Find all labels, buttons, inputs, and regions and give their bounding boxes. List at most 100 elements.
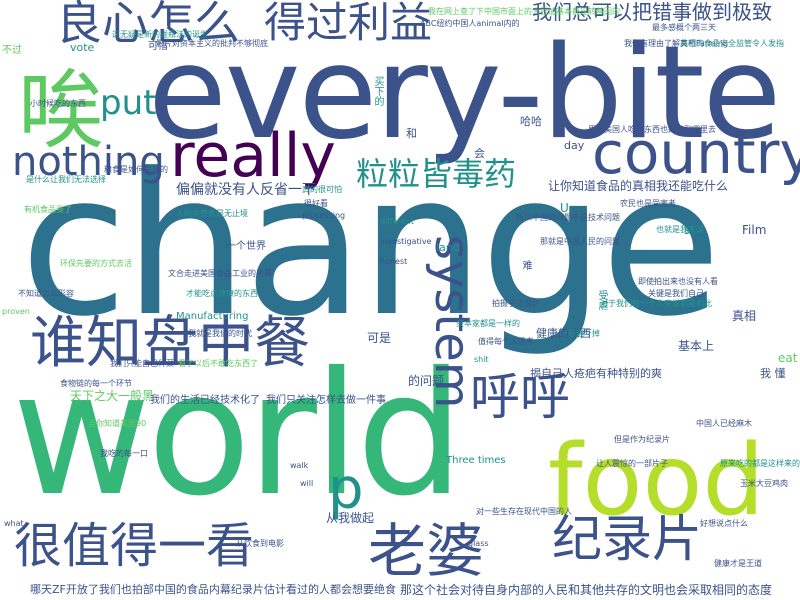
small-word: 原来吃的都是这样来的: [720, 459, 800, 468]
small-word: will: [300, 479, 314, 488]
word-guji: 估计看过的人都会想要绝食: [264, 583, 396, 596]
small-word: 文合走进美国食品工业的黑幕: [168, 269, 272, 278]
small-word: 值得每个人思考: [478, 337, 534, 346]
word-film: Film: [742, 223, 767, 237]
word-change: change: [20, 132, 721, 360]
word-shidai: 那这个社会对待自身内部的人民和其他共存的文明也会采取相同的态度: [400, 583, 773, 597]
word-women-guanzhu: 我们只关注怎样去做一件事: [266, 395, 386, 406]
small-word: 对一些生存在现代中国的人: [476, 507, 572, 516]
small-word: 食物链的每一个环节: [60, 379, 132, 388]
small-word: 让人震惊的一部片子: [596, 459, 668, 468]
small-word: 影片对资本主义的批判不够彻底: [156, 39, 268, 48]
small-word: 我就是我们的时代: [188, 329, 252, 338]
word-manufacturing: Manufacturing: [176, 311, 249, 322]
small-word: 从饮食到电影: [236, 539, 284, 548]
word-buguo: 不过: [2, 45, 22, 56]
word-rangni: 让你知道食品的真相我还能吃什么: [548, 179, 729, 193]
small-word: different: [380, 217, 414, 226]
small-word: 环保先要的方式去活: [60, 259, 132, 268]
word-maixia: 买下的: [372, 76, 383, 106]
word-keshi: 可是: [367, 331, 392, 345]
word-jiankang: 健康的东西: [536, 327, 591, 340]
word-day: day: [564, 139, 585, 152]
small-word: 健康才是王道: [714, 559, 762, 568]
word-fandui: 偏偏就没有人反省一下: [176, 182, 316, 198]
small-word: 真的很可怕: [302, 185, 342, 194]
word-zhenxiang: 真相: [732, 309, 757, 323]
small-word: honest: [380, 257, 408, 266]
word-wo-dong: 我 懂: [760, 367, 786, 380]
small-word: 对于我们每一个人来说都是如此: [600, 299, 712, 308]
word-shuizhi: 谁知盘中餐: [30, 311, 310, 376]
word-ai: 唉: [18, 61, 104, 161]
small-word: 美帝的食品安全监管令人发指: [680, 39, 784, 48]
small-word: 很好看: [304, 199, 328, 208]
small-word: 玉米大豆鸡肉: [740, 479, 788, 488]
small-word: walk: [290, 461, 309, 470]
word-land: land: [436, 241, 460, 254]
word-three-times: Three times: [446, 455, 506, 466]
word-jiudao: 揭自己人疮疤有种特别的爽: [530, 367, 662, 380]
word-jiben: 基本上: [678, 339, 715, 353]
word-vote: vote: [70, 41, 95, 54]
small-word: 中国人已经麻木: [696, 419, 752, 428]
small-word: 我在网上查了下中国市面上的大豆油基本都是转基因的: [428, 7, 620, 16]
word-women-shenghuo: 我们的生活已经技术化了: [150, 395, 260, 406]
word-jilupian: 纪录片: [552, 510, 702, 568]
small-word: 原来美国人吃的东西也好不到哪里去: [588, 125, 716, 134]
word-shijie: 一个世界: [226, 241, 266, 252]
word-he: 和: [406, 127, 417, 140]
small-word: 但是作为纪录片: [614, 435, 670, 444]
small-word: what: [4, 519, 24, 528]
small-word: 所以中国的问题不是技术问题: [516, 213, 620, 222]
small-word: 农民也是受害者: [620, 199, 676, 208]
small-word: ABC纽约中国人animal内的: [420, 19, 520, 28]
word-p: p: [328, 457, 364, 522]
word-deguoliyi: 得过利益: [264, 0, 433, 47]
word-lilidu: 粒粒皆毒药: [356, 155, 517, 193]
word-hege: 哈哈: [520, 115, 542, 128]
word-hui: 会: [474, 147, 485, 160]
word-food: food: [548, 424, 765, 538]
small-word: shit: [474, 355, 489, 364]
word-naitian: 哪天ZF开放了我们也拍部中国的食品内幕纪录片: [30, 583, 264, 596]
small-word: 粮食是如何生产的: [104, 165, 168, 174]
small-word: 最多感概个两三天: [652, 23, 716, 32]
word-country: country: [592, 119, 800, 187]
small-word: 好想说点什么: [700, 519, 748, 528]
word-s: s: [684, 223, 691, 237]
word-world: world: [12, 336, 464, 534]
small-word: processing: [302, 211, 346, 220]
small-word: investigative: [380, 237, 432, 246]
small-word: 我们只能自己种菜: [110, 359, 174, 368]
small-word: 关键是我们自己: [648, 289, 704, 298]
word-shouqi: 受虐: [596, 290, 607, 310]
word-congwo: 从我做起: [326, 511, 375, 525]
small-word: 我吃的每一口: [100, 449, 148, 458]
small-word: 当你知道美国90: [88, 419, 147, 428]
word-eat: eat: [778, 351, 798, 365]
small-word: 一看遍吓掉: [560, 329, 600, 338]
small-word: 这无疑是新的碰瓶法的诞生: [112, 30, 208, 39]
word-henzhide: 很值得一看: [14, 518, 255, 574]
word-liangxin: 良心怎么: [56, 0, 240, 50]
small-word: 小时候吃的东西: [30, 99, 86, 108]
small-word: glass: [468, 539, 489, 548]
small-word: 即使拍出来也没有人看: [638, 277, 718, 286]
small-word: 拍摄手法很好: [492, 299, 540, 308]
small-word: 不知道怎么形容: [18, 289, 74, 298]
small-word: 才能吃点健康的东西: [186, 289, 258, 298]
small-word: 有机食品贵了: [24, 205, 72, 214]
small-word: 也就是我来说: [656, 225, 704, 234]
small-word: proven: [2, 307, 30, 316]
word-laopo: 老婆: [368, 517, 485, 585]
small-word: 我们有理由了解真相Farming: [624, 39, 729, 48]
word-really: really: [170, 121, 336, 191]
word-put: put: [100, 83, 157, 123]
word-wenti: 的问题: [408, 374, 445, 388]
word-u: U: [560, 201, 569, 215]
small-word: 看了以后不敢吃东西了: [178, 359, 258, 368]
word-kexi: 可惜: [148, 41, 168, 52]
small-word: 资本家都是一样的: [456, 319, 520, 328]
